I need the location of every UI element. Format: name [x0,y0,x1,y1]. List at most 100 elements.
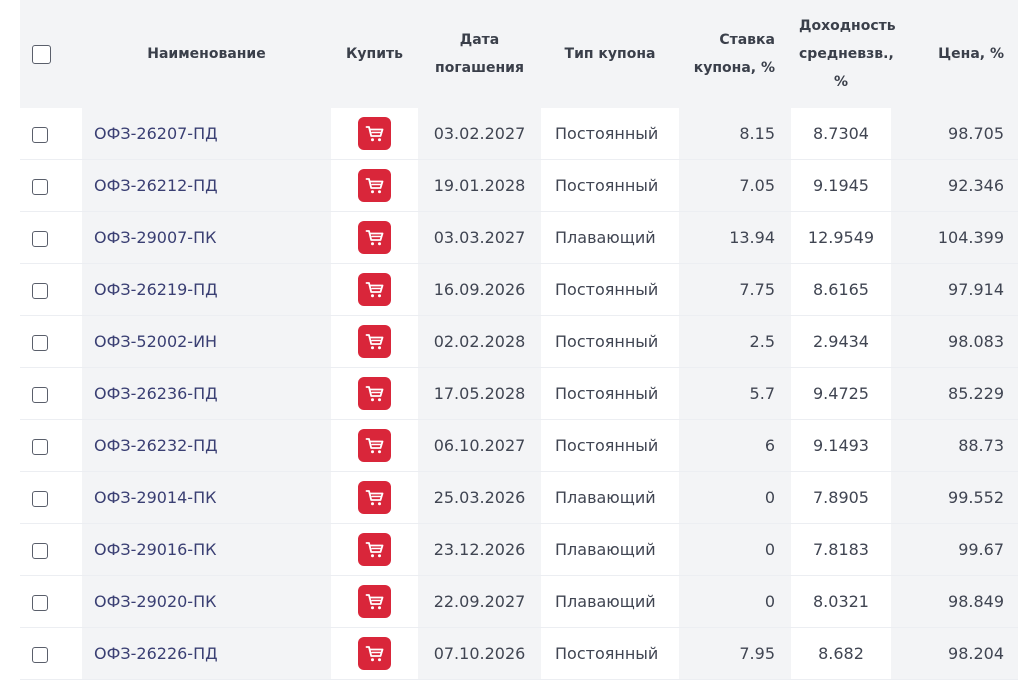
coupon-rate-cell: 0 [679,472,791,524]
buy-button[interactable] [358,273,391,306]
column-header-price[interactable]: Цена, % [891,0,1018,108]
buy-cell [331,576,418,628]
buy-button[interactable] [358,325,391,358]
buy-cell [331,472,418,524]
column-header-coupon-rate[interactable]: Ставка купона, % [679,0,791,108]
row-checkbox[interactable] [32,230,48,247]
maturity-date-cell: 19.01.2028 [418,160,541,212]
buy-button[interactable] [358,533,391,566]
row-checkbox[interactable] [32,542,48,559]
coupon-rate-cell: 5.7 [679,368,791,420]
price-cell: 98.204 [891,628,1018,680]
row-checkbox[interactable] [32,126,48,143]
bond-name-link[interactable]: ОФЗ-26212-ПД [94,176,218,195]
shopping-cart-icon [365,593,383,609]
row-select-cell [20,108,82,160]
table-row: ОФЗ-26232-ПД 06.10.2027 Постоянный 6 9.1… [20,420,1018,472]
coupon-rate-cell: 7.75 [679,264,791,316]
coupon-rate-cell: 0 [679,576,791,628]
bond-name-cell: ОФЗ-26232-ПД [82,420,331,472]
row-checkbox[interactable] [32,438,48,455]
yield-cell: 8.6165 [791,264,891,316]
price-cell: 98.083 [891,316,1018,368]
buy-cell [331,316,418,368]
coupon-type-cell: Плавающий [541,212,679,264]
price-cell: 98.849 [891,576,1018,628]
coupon-type-cell: Постоянный [541,108,679,160]
price-cell: 98.705 [891,108,1018,160]
maturity-date-cell: 03.02.2027 [418,108,541,160]
column-header-yield[interactable]: Доходность средневзв., % [791,0,896,108]
bond-name-link[interactable]: ОФЗ-26207-ПД [94,124,218,143]
shopping-cart-icon [365,229,383,245]
bond-name-link[interactable]: ОФЗ-52002-ИН [94,332,218,351]
buy-button[interactable] [358,221,391,254]
coupon-rate-cell: 7.05 [679,160,791,212]
row-select-cell [20,264,82,316]
price-cell: 99.67 [891,524,1018,576]
row-select-cell [20,576,82,628]
column-header-coupon-type[interactable]: Тип купона [541,0,679,108]
shopping-cart-icon [365,645,383,661]
maturity-date-cell: 22.09.2027 [418,576,541,628]
buy-button[interactable] [358,481,391,514]
buy-button[interactable] [358,117,391,150]
coupon-type-cell: Плавающий [541,576,679,628]
bond-name-link[interactable]: ОФЗ-29007-ПК [94,228,217,247]
coupon-type-cell: Постоянный [541,160,679,212]
row-checkbox[interactable] [32,282,48,299]
price-cell: 85.229 [891,368,1018,420]
bond-name-link[interactable]: ОФЗ-29016-ПК [94,540,217,559]
table-body: ОФЗ-26207-ПД 03.02.2027 Постоянный 8.15 … [20,108,1018,680]
table-row: ОФЗ-52002-ИН 02.02.2028 Постоянный 2.5 2… [20,316,1018,368]
coupon-type-cell: Постоянный [541,316,679,368]
buy-cell [331,524,418,576]
select-all-checkbox[interactable] [32,44,51,64]
price-cell: 97.914 [891,264,1018,316]
bond-name-link[interactable]: ОФЗ-29014-ПК [94,488,217,507]
bond-name-link[interactable]: ОФЗ-26219-ПД [94,280,218,299]
yield-cell: 8.682 [791,628,891,680]
maturity-date-cell: 25.03.2026 [418,472,541,524]
yield-cell: 7.8183 [791,524,891,576]
buy-button[interactable] [358,585,391,618]
bond-name-link[interactable]: ОФЗ-26232-ПД [94,436,218,455]
buy-cell [331,368,418,420]
shopping-cart-icon [365,333,383,349]
table-header: Наименование Купить Дата погашения Тип к… [20,0,1018,108]
bond-name-link[interactable]: ОФЗ-26236-ПД [94,384,218,403]
column-header-buy: Купить [331,0,418,108]
buy-button[interactable] [358,377,391,410]
buy-button[interactable] [358,429,391,462]
buy-button[interactable] [358,169,391,202]
table-row: ОФЗ-29016-ПК 23.12.2026 Плавающий 0 7.81… [20,524,1018,576]
table-row: ОФЗ-29020-ПК 22.09.2027 Плавающий 0 8.03… [20,576,1018,628]
row-select-cell [20,368,82,420]
shopping-cart-icon [365,385,383,401]
bond-name-cell: ОФЗ-26212-ПД [82,160,331,212]
maturity-date-cell: 06.10.2027 [418,420,541,472]
table-row: ОФЗ-29014-ПК 25.03.2026 Плавающий 0 7.89… [20,472,1018,524]
row-checkbox[interactable] [32,490,48,507]
buy-button[interactable] [358,637,391,670]
row-select-cell [20,524,82,576]
bond-name-link[interactable]: ОФЗ-26226-ПД [94,644,218,663]
bond-name-cell: ОФЗ-29016-ПК [82,524,331,576]
yield-cell: 9.1945 [791,160,891,212]
bond-name-cell: ОФЗ-26236-ПД [82,368,331,420]
row-checkbox[interactable] [32,334,48,351]
row-checkbox[interactable] [32,594,48,611]
shopping-cart-icon [365,177,383,193]
column-header-name[interactable]: Наименование [82,0,331,108]
coupon-type-cell: Постоянный [541,420,679,472]
row-checkbox[interactable] [32,386,48,403]
coupon-type-cell: Плавающий [541,524,679,576]
column-header-maturity[interactable]: Дата погашения [418,0,541,108]
bond-name-link[interactable]: ОФЗ-29020-ПК [94,592,217,611]
coupon-rate-cell: 7.95 [679,628,791,680]
coupon-type-cell: Постоянный [541,264,679,316]
coupon-rate-cell: 13.94 [679,212,791,264]
row-checkbox[interactable] [32,646,48,663]
maturity-date-cell: 07.10.2026 [418,628,541,680]
row-checkbox[interactable] [32,178,48,195]
